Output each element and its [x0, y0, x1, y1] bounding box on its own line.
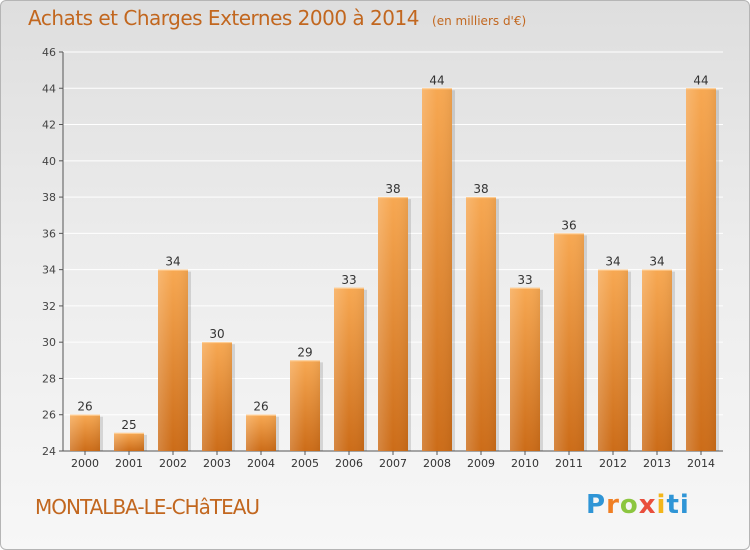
bar-highlight [598, 269, 628, 451]
x-tick-label: 2014 [687, 457, 715, 470]
title-row: Achats et Charges Externes 2000 à 2014 (… [28, 6, 526, 30]
y-tick-label: 34 [42, 264, 56, 277]
data-label: 33 [341, 273, 356, 287]
x-tick-label: 2001 [115, 457, 143, 470]
bar-highlight [422, 88, 452, 451]
y-tick-label: 28 [42, 372, 56, 385]
data-label: 44 [693, 73, 708, 87]
x-tick-label: 2012 [599, 457, 627, 470]
x-tick-label: 2003 [203, 457, 231, 470]
chart-unit: (en milliers d'€) [432, 14, 527, 28]
data-label: 38 [385, 182, 400, 196]
x-tick-label: 2008 [423, 457, 451, 470]
x-tick-label: 2011 [555, 457, 583, 470]
data-label: 30 [209, 327, 224, 341]
y-tick-label: 30 [42, 336, 56, 349]
x-tick-label: 2005 [291, 457, 319, 470]
data-label: 44 [429, 73, 444, 87]
y-tick-label: 24 [42, 445, 56, 458]
commune-name: MONTALBA-LE-CHâTEAU [35, 495, 260, 519]
y-tick-label: 46 [42, 46, 56, 59]
x-tick-label: 2013 [643, 457, 671, 470]
bar-highlight [642, 269, 672, 451]
y-tick-label: 36 [42, 227, 56, 240]
x-tick-label: 2007 [379, 457, 407, 470]
y-tick-label: 26 [42, 409, 56, 422]
bar-highlight [466, 197, 496, 451]
bar-highlight [158, 269, 188, 451]
x-tick-label: 2002 [159, 457, 187, 470]
x-tick-label: 2004 [247, 457, 275, 470]
bar-highlight [202, 342, 232, 451]
x-tick-label: 2006 [335, 457, 363, 470]
data-label: 34 [605, 255, 620, 269]
x-tick-label: 2009 [467, 457, 495, 470]
data-label: 26 [77, 400, 92, 414]
data-label: 38 [473, 182, 488, 196]
bar-highlight [510, 287, 540, 451]
x-tick-label: 2000 [71, 457, 99, 470]
data-label: 26 [253, 400, 268, 414]
bar-highlight [70, 414, 100, 451]
data-label: 34 [649, 255, 664, 269]
y-tick-label: 38 [42, 191, 56, 204]
bar-highlight [686, 88, 716, 451]
bars [70, 88, 719, 451]
bar-highlight [554, 233, 584, 451]
y-tick-label: 44 [42, 82, 56, 95]
data-label: 33 [517, 273, 532, 287]
proxiti-logo: Proxiti [586, 490, 690, 520]
data-label: 34 [165, 255, 180, 269]
bar-highlight [378, 197, 408, 451]
bar-highlight [246, 414, 276, 451]
bar-highlight [114, 432, 144, 451]
data-label: 29 [297, 345, 312, 359]
x-tick-label: 2010 [511, 457, 539, 470]
chart-title: Achats et Charges Externes 2000 à 2014 [28, 6, 419, 30]
y-tick-label: 42 [42, 119, 56, 132]
data-label: 36 [561, 218, 576, 232]
bar-highlight [334, 287, 364, 451]
bar-highlight [290, 360, 320, 451]
labels: 24 26 28 30 32 34 36 38 40 42 44 46 26 2000 25 2001 34 20… [42, 46, 715, 470]
data-label: 25 [121, 418, 136, 432]
y-tick-label: 40 [42, 155, 56, 168]
y-tick-label: 32 [42, 300, 56, 313]
